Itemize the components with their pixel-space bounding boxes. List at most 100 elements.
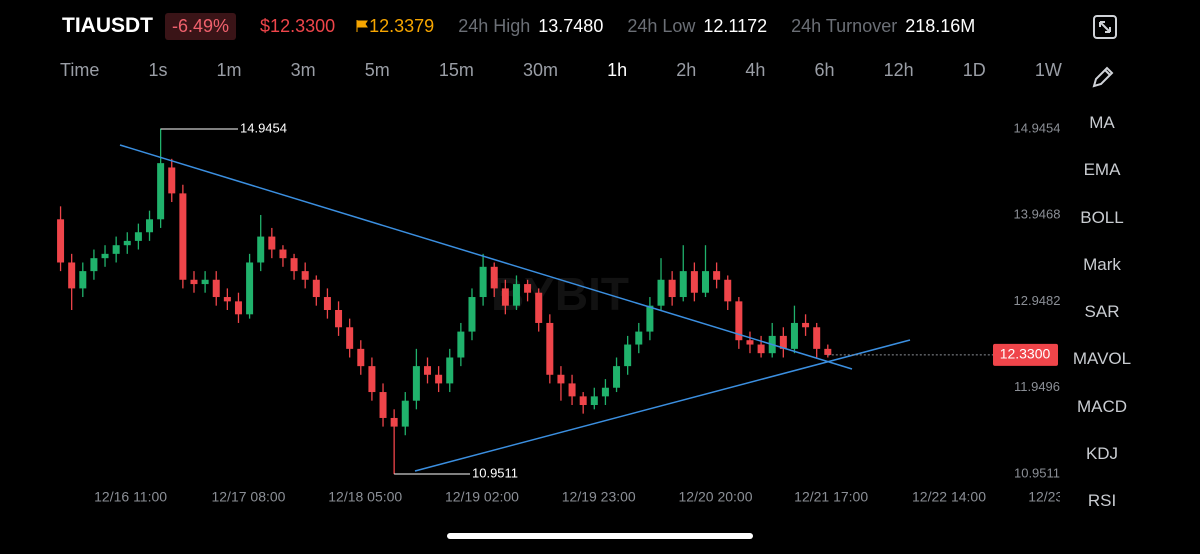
- timeframe[interactable]: 1h: [607, 60, 628, 80]
- y-tick-label: 12.9482: [1014, 293, 1061, 308]
- candle-body: [134, 232, 142, 241]
- candle-body: [535, 292, 543, 323]
- candle-body: [201, 279, 209, 285]
- candle-body: [646, 305, 654, 332]
- candle-body: [112, 245, 120, 254]
- timeframe[interactable]: 30m: [522, 60, 558, 80]
- candle-body: [335, 309, 343, 328]
- candle-body: [424, 366, 432, 375]
- candle-body: [368, 366, 376, 393]
- stat-label: 24h Turnover: [791, 15, 898, 36]
- x-tick-label: 12/23 11:00: [1028, 489, 1060, 505]
- header: TIAUSDT -6.49% $12.3300 12.3379 24h High…: [62, 12, 999, 40]
- indicator[interactable]: MA: [1089, 113, 1115, 132]
- candle-body: [657, 279, 665, 306]
- high-marker-label: 14.9454: [240, 120, 287, 135]
- candle-body: [668, 279, 676, 298]
- indicator[interactable]: SAR: [1084, 302, 1120, 322]
- indicator[interactable]: EMA: [1083, 160, 1121, 180]
- timeframe[interactable]: 3m: [290, 60, 316, 80]
- candle-body: [613, 366, 621, 388]
- candle-body: [690, 271, 698, 293]
- x-tick-label: 12/21 17:00: [794, 489, 868, 505]
- stat-value: 13.7480: [538, 15, 604, 36]
- candle-body: [57, 219, 65, 263]
- indicator-list: MA EMA BOLL Mark SAR MAVOL MACD KDJ RSI: [1060, 110, 1144, 536]
- x-tick-label: 12/17 08:00: [211, 489, 285, 505]
- x-tick-label: 12/18 05:00: [328, 489, 402, 505]
- candle-body: [435, 374, 443, 384]
- candle-body: [779, 335, 787, 349]
- indicator[interactable]: MACD: [1076, 396, 1128, 416]
- candle-body: [68, 262, 76, 289]
- timeframe[interactable]: 2h: [676, 60, 697, 80]
- candle-body: [390, 417, 398, 427]
- candle-body: [268, 236, 276, 250]
- stat-value: 12.1172: [703, 15, 768, 36]
- candle-body: [802, 322, 810, 328]
- candle-body: [323, 297, 331, 310]
- candle-body: [713, 271, 721, 280]
- x-tick-label: 12/19 23:00: [562, 489, 636, 505]
- indicator[interactable]: Mark: [1083, 254, 1121, 274]
- timeframe[interactable]: Time: [60, 60, 100, 80]
- candle-body: [824, 348, 832, 355]
- draw-icon[interactable]: [1090, 64, 1116, 90]
- y-tick-label: 14.9454: [1014, 120, 1061, 135]
- candle-body: [123, 240, 131, 246]
- timeframe[interactable]: 1D: [962, 60, 986, 80]
- stat-value: 218.16M: [905, 15, 976, 36]
- indicator[interactable]: KDJ: [1085, 444, 1119, 464]
- mark-price: 12.3379: [355, 16, 434, 37]
- timeframe[interactable]: 15m: [438, 60, 474, 80]
- stat-label: 24h High: [458, 15, 531, 36]
- candle-body: [246, 262, 254, 315]
- candle-body: [90, 258, 98, 272]
- candle-body: [401, 400, 409, 427]
- last-price-tag: [993, 343, 1058, 366]
- timeframe[interactable]: 5m: [364, 60, 390, 80]
- indicator[interactable]: BOLL: [1080, 207, 1124, 227]
- candle-body: [601, 387, 609, 397]
- candle-body: [746, 340, 754, 345]
- candle-body: [190, 279, 198, 285]
- candle-body: [412, 366, 420, 401]
- candle-body: [790, 322, 798, 349]
- candle-body: [679, 271, 687, 298]
- trend-line: [414, 339, 911, 472]
- candle-body: [101, 253, 109, 259]
- indicator[interactable]: MAVOL: [1072, 349, 1132, 369]
- y-tick-label: 13.9468: [1014, 207, 1061, 222]
- stat-label: 24h Low: [627, 15, 696, 36]
- change: -6.49%: [165, 12, 237, 40]
- x-tick-label: 12/20 20:00: [679, 489, 753, 505]
- candle-body: [724, 279, 732, 302]
- last-price-label: 12.3300: [1000, 346, 1051, 362]
- candle-body: [223, 297, 231, 302]
- x-tick-label: 12/19 02:00: [445, 489, 519, 505]
- home-indicator: [447, 533, 753, 539]
- candle-body: [568, 383, 576, 397]
- timeframe[interactable]: 1W: [1034, 60, 1062, 80]
- candle-body: [257, 236, 265, 263]
- candle-body: [79, 271, 87, 289]
- y-tick-label: 10.9511: [1014, 465, 1060, 480]
- expand-icon[interactable]: [1092, 14, 1118, 40]
- trend-line: [119, 144, 853, 370]
- timeframe[interactable]: 6h: [814, 60, 835, 80]
- candle-body: [490, 266, 498, 289]
- low-marker-label: 10.9511: [472, 465, 518, 480]
- timeframe[interactable]: 1m: [216, 60, 242, 80]
- x-tick-label: 12/22 14:00: [912, 489, 986, 505]
- symbol[interactable]: TIAUSDT: [62, 14, 153, 37]
- candle-body: [346, 327, 354, 349]
- stats: 24h High 13.7480 24h Low 12.1172 24h Turnove…: [458, 16, 999, 37]
- candle-body: [501, 288, 509, 306]
- indicator[interactable]: RSI: [1087, 491, 1117, 511]
- last-price: $12.3300: [260, 15, 336, 36]
- candle-body: [735, 301, 743, 341]
- timeframe[interactable]: 1s: [148, 60, 168, 80]
- timeframe[interactable]: 4h: [745, 60, 766, 80]
- timeframe[interactable]: 12h: [883, 60, 914, 80]
- candle-body: [234, 301, 242, 315]
